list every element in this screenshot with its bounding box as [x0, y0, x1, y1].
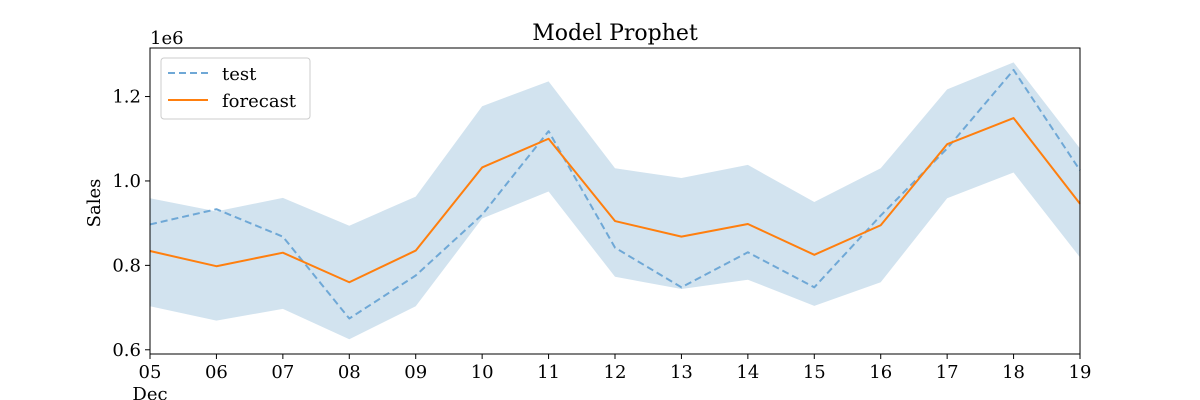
x-tick-label: 14 [736, 362, 759, 383]
x-tick-label: 18 [1002, 362, 1025, 383]
y-tick-label: 0.6 [112, 340, 141, 361]
y-tick-label: 0.8 [112, 255, 141, 276]
x-tick-label: 07 [271, 362, 294, 383]
x-tick-label: 11 [537, 362, 560, 383]
x-tick-label: 05 [139, 362, 162, 383]
chart-title: Model Prophet [532, 21, 698, 46]
series-line-forecast [149, 117, 1081, 284]
x-tick-label: 16 [869, 362, 892, 383]
legend-box [160, 57, 311, 120]
x-tick-label: 08 [338, 362, 361, 383]
legend-label-test: test [222, 64, 257, 85]
y-tick-label: 1.2 [112, 87, 141, 108]
legend-label-forecast: forecast [222, 91, 297, 112]
forecast-interval-band [150, 62, 1080, 340]
x-tick-label: 10 [471, 362, 494, 383]
x-tick-label: 13 [670, 362, 693, 383]
axes-frame [149, 47, 1081, 355]
legend: test forecast [160, 57, 311, 120]
x-tick-label: 17 [936, 362, 959, 383]
x-tick-sublabel: Dec [132, 384, 167, 400]
plot-area [149, 62, 1081, 340]
x-tick-label: 15 [803, 362, 826, 383]
y-tick-label: 1.0 [112, 171, 141, 192]
y-axis-label: Sales [84, 179, 105, 228]
x-tick-label: 19 [1069, 362, 1092, 383]
series-line-test [149, 68, 1081, 320]
axis-ticks: 05 06 07 08 09 10 11 12 13 14 15 16 17 18 19 Dec 0.6 0.8 1… [112, 87, 1091, 400]
x-tick-label: 12 [604, 362, 627, 383]
x-tick-label: 06 [205, 362, 228, 383]
x-tick-label: 09 [404, 362, 427, 383]
y-offset-label: 1e6 [150, 28, 184, 49]
